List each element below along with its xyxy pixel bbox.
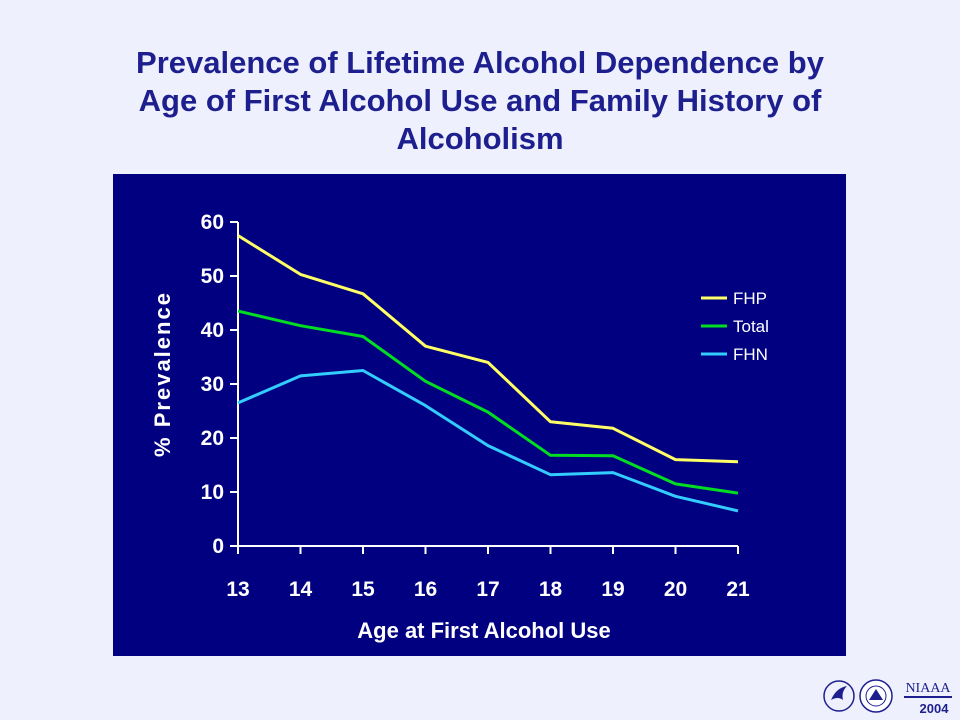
legend-label-fhn: FHN [733,345,768,364]
y-tick-label: 40 [201,319,224,342]
x-axis-title: Age at First Alcohol Use [357,618,610,643]
y-tick-label: 10 [201,481,224,504]
x-tick-label: 19 [601,578,624,601]
x-tick-label: 18 [539,578,563,601]
series-line-fhp [237,234,739,464]
y-tick-label: 0 [212,535,224,558]
x-tick-label: 16 [414,578,437,601]
series-line-fhn [237,369,739,513]
legend-label-total: Total [733,317,769,336]
line-chart: 0 10 20 30 40 50 60 13 14 15 16 17 18 19 20 21 FHP Total… [150,211,769,643]
chart-legend: FHP Total FHN [701,289,769,364]
chart-axes: 0 10 20 30 40 50 60 13 14 15 16 17 18 19 20 21 [201,211,750,601]
chart-panel: 0 10 20 30 40 50 60 13 14 15 16 17 18 19 20 21 FHP Total… [113,174,846,656]
y-tick-label: 60 [201,211,224,234]
x-tick-label: 21 [726,578,750,601]
x-tick-label: 20 [664,578,687,601]
niaaa-divider [904,696,952,698]
page-title: Prevalence of Lifetime Alcohol Dependenc… [40,44,920,158]
title-line-3: Alcoholism [396,121,564,156]
title-line-2: Age of First Alcohol Use and Family Hist… [138,83,822,118]
series-line-total [237,309,739,495]
nih-seal-logo [859,679,893,713]
agency-logos: NIAAA 2004 [823,679,952,716]
hhs-eagle-logo [823,680,855,712]
y-tick-label: 30 [201,373,224,396]
y-tick-label: 50 [201,265,224,288]
niaaa-wordmark: NIAAA [905,681,951,696]
niaaa-year: 2004 [920,701,950,716]
y-tick-label: 20 [201,427,224,450]
y-axis-title: % Prevalence [150,291,175,457]
title-line-1: Prevalence of Lifetime Alcohol Dependenc… [136,45,824,80]
x-tick-label: 13 [226,578,249,601]
x-tick-label: 15 [351,578,375,601]
chart-series [237,234,739,513]
x-tick-label: 17 [476,578,499,601]
legend-label-fhp: FHP [733,289,767,308]
x-tick-label: 14 [289,578,313,601]
